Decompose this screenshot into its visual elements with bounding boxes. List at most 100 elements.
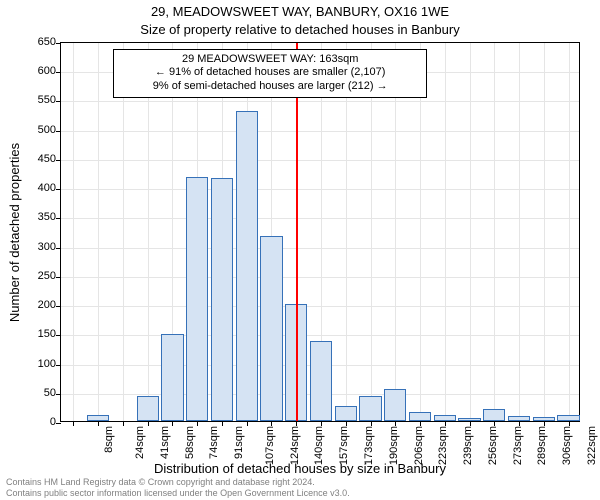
xtick-mark	[123, 421, 124, 426]
ytick-label: 400	[20, 182, 56, 194]
xtick-label: 107sqm	[264, 426, 276, 465]
chart-subtitle: Size of property relative to detached ho…	[0, 22, 600, 37]
histogram-bar	[310, 341, 332, 421]
histogram-bar	[409, 412, 431, 421]
histogram-bar	[434, 415, 456, 421]
gridline-v	[470, 43, 471, 421]
xtick-mark	[222, 421, 223, 426]
histogram-bar	[211, 178, 233, 421]
gridline-h	[61, 218, 579, 219]
ytick-mark	[56, 306, 61, 307]
xtick-mark	[148, 421, 149, 426]
ytick-label: 0	[20, 416, 56, 428]
gridline-v	[420, 43, 421, 421]
ytick-mark	[56, 160, 61, 161]
ytick-mark	[56, 365, 61, 366]
ytick-mark	[56, 131, 61, 132]
histogram-bar	[359, 396, 381, 421]
chart-area: 29 MEADOWSWEET WAY: 163sqm← 91% of detac…	[60, 42, 580, 422]
footer-line-1: Contains HM Land Registry data © Crown c…	[6, 477, 596, 487]
annotation-line: 9% of semi-detached houses are larger (2…	[122, 80, 418, 94]
histogram-bar	[458, 418, 480, 421]
xtick-label: 206sqm	[413, 426, 425, 465]
page-title: 29, MEADOWSWEET WAY, BANBURY, OX16 1WE	[0, 4, 600, 19]
xtick-label: 91sqm	[233, 426, 245, 459]
ytick-label: 300	[20, 241, 56, 253]
xtick-label: 124sqm	[289, 426, 301, 465]
gridline-v	[371, 43, 372, 421]
ytick-label: 600	[20, 65, 56, 77]
histogram-bar	[508, 416, 530, 421]
gridline-v	[494, 43, 495, 421]
histogram-bar	[260, 236, 282, 421]
ytick-label: 100	[20, 358, 56, 370]
xtick-mark	[172, 421, 173, 426]
annotation-box: 29 MEADOWSWEET WAY: 163sqm← 91% of detac…	[113, 49, 427, 98]
histogram-bar	[384, 389, 406, 421]
gridline-v	[123, 43, 124, 421]
histogram-bar	[533, 417, 555, 421]
histogram-bar	[335, 406, 357, 421]
ytick-mark	[56, 101, 61, 102]
histogram-bar	[137, 396, 159, 421]
xtick-label: 223sqm	[437, 426, 449, 465]
marker-line	[296, 43, 298, 421]
annotation-line: 29 MEADOWSWEET WAY: 163sqm	[122, 53, 418, 67]
ytick-mark	[56, 248, 61, 249]
xtick-label: 157sqm	[338, 426, 350, 465]
ytick-label: 350	[20, 211, 56, 223]
xtick-label: 306sqm	[561, 426, 573, 465]
ytick-mark	[56, 43, 61, 44]
gridline-v	[519, 43, 520, 421]
ytick-mark	[56, 72, 61, 73]
gridline-v	[73, 43, 74, 421]
xtick-label: 256sqm	[487, 426, 499, 465]
ytick-mark	[56, 335, 61, 336]
gridline-v	[395, 43, 396, 421]
xtick-label: 41sqm	[159, 426, 171, 459]
ytick-label: 250	[20, 270, 56, 282]
xtick-label: 74sqm	[208, 426, 220, 459]
histogram-bar	[161, 334, 183, 421]
gridline-v	[98, 43, 99, 421]
footer-line-2: Contains public sector information licen…	[6, 488, 596, 498]
xtick-mark	[247, 421, 248, 426]
histogram-bar	[483, 409, 505, 421]
ytick-label: 550	[20, 94, 56, 106]
ytick-mark	[56, 218, 61, 219]
ytick-mark	[56, 423, 61, 424]
xtick-label: 8sqm	[103, 426, 115, 453]
plot-area: 29 MEADOWSWEET WAY: 163sqm← 91% of detac…	[60, 42, 580, 422]
ytick-mark	[56, 189, 61, 190]
xtick-label: 58sqm	[184, 426, 196, 459]
xtick-label: 190sqm	[388, 426, 400, 465]
xtick-label: 140sqm	[314, 426, 326, 465]
ytick-label: 650	[20, 36, 56, 48]
gridline-h	[61, 131, 579, 132]
xtick-mark	[197, 421, 198, 426]
ytick-label: 450	[20, 153, 56, 165]
gridline-v	[445, 43, 446, 421]
gridline-h	[61, 306, 579, 307]
gridline-h	[61, 248, 579, 249]
xtick-label: 322sqm	[586, 426, 598, 465]
xtick-label: 273sqm	[512, 426, 524, 465]
gridline-h	[61, 101, 579, 102]
xtick-label: 239sqm	[462, 426, 474, 465]
gridline-h	[61, 160, 579, 161]
gridline-v	[346, 43, 347, 421]
xtick-label: 24sqm	[134, 426, 146, 459]
gridline-v	[148, 43, 149, 421]
ytick-label: 200	[20, 299, 56, 311]
histogram-bar	[557, 415, 579, 421]
xtick-mark	[98, 421, 99, 426]
footer-attribution: Contains HM Land Registry data © Crown c…	[6, 477, 596, 498]
gridline-h	[61, 189, 579, 190]
xtick-label: 289sqm	[536, 426, 548, 465]
histogram-bar	[236, 111, 258, 421]
annotation-line: ← 91% of detached houses are smaller (2,…	[122, 66, 418, 80]
gridline-v	[569, 43, 570, 421]
xtick-label: 173sqm	[363, 426, 375, 465]
ytick-mark	[56, 394, 61, 395]
histogram-bar	[186, 177, 208, 421]
